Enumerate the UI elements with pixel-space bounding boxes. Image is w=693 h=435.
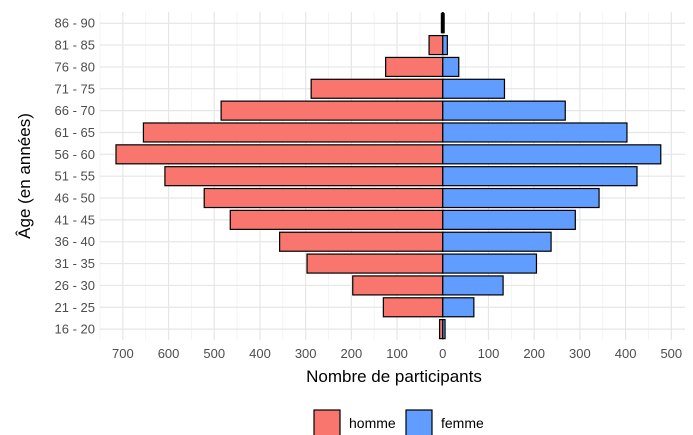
bar-homme-31-35 — [306, 253, 444, 274]
x-tick-label: 300 — [295, 346, 317, 361]
x-tick-label: 200 — [523, 346, 545, 361]
legend: homme femme — [313, 409, 484, 435]
x-tick-label: 0 — [439, 346, 446, 361]
y-tick-label: 21 - 25 — [55, 300, 95, 315]
y-axis-title: Âge (en années) — [15, 113, 34, 239]
y-tick-label: 26 - 30 — [55, 278, 95, 293]
y-tick-label: 36 - 40 — [55, 234, 95, 249]
x-axis-title: Nombre de participants — [306, 367, 482, 386]
x-tick-labels: 700 600 500 400 300 200 100 0 100 200 300 400 500 — [112, 346, 682, 361]
y-tick-label: 46 - 50 — [55, 191, 95, 206]
bar-femme-51-55 — [442, 166, 638, 187]
bar-femme-31-35 — [442, 253, 538, 274]
x-tick-label: 400 — [249, 346, 271, 361]
bar-homme-56-60 — [115, 144, 444, 165]
bar-femme-16-20 — [442, 319, 446, 340]
x-tick-label: 600 — [158, 346, 180, 361]
bar-femme-36-40 — [442, 231, 552, 252]
bar-homme-61-65 — [142, 122, 444, 143]
bar-homme-46-50 — [203, 187, 444, 209]
x-tick-label: 100 — [478, 346, 500, 361]
bars — [115, 13, 662, 340]
x-tick-label: 100 — [386, 346, 408, 361]
bar-homme-81-85 — [428, 34, 444, 56]
y-tick-label: 51 - 55 — [55, 169, 95, 184]
legend-key-femme — [405, 409, 433, 435]
y-tick-label: 61 - 65 — [55, 125, 95, 140]
bar-homme-51-55 — [164, 166, 444, 187]
bar-femme-21-25 — [442, 297, 475, 318]
y-tick-label: 41 - 45 — [55, 212, 95, 227]
bar-femme-61-65 — [442, 122, 628, 143]
x-tick-label: 300 — [569, 346, 591, 361]
y-tick-labels: 16 - 20 21 - 25 26 - 30 31 - 35 36 - 40 41 - … — [55, 16, 95, 337]
bar-homme-76-80 — [385, 56, 444, 78]
bar-homme-26-30 — [352, 275, 444, 296]
y-tick-label: 86 - 90 — [55, 16, 95, 31]
bar-homme-71-75 — [310, 78, 444, 99]
y-tick-label: 71 - 75 — [55, 81, 95, 96]
bar-homme-66-70 — [220, 100, 444, 121]
x-tick-label: 200 — [341, 346, 363, 361]
y-tick-label: 76 - 80 — [55, 59, 95, 74]
y-tick-label: 31 - 35 — [55, 256, 95, 271]
y-tick-label: 56 - 60 — [55, 147, 95, 162]
x-tick-label: 700 — [112, 346, 134, 361]
bar-homme-36-40 — [279, 231, 444, 252]
bar-femme-81-85 — [442, 34, 448, 56]
y-tick-label: 16 - 20 — [55, 322, 95, 337]
bar-femme-71-75 — [442, 78, 506, 99]
bar-homme-41-45 — [229, 209, 444, 230]
y-tick-label: 81 - 85 — [55, 38, 95, 53]
x-tick-label: 500 — [203, 346, 225, 361]
bar-femme-26-30 — [442, 275, 504, 296]
bar-femme-56-60 — [442, 144, 662, 165]
legend-key-homme — [313, 409, 341, 435]
y-tick-label: 66 - 70 — [55, 103, 95, 118]
bar-femme-41-45 — [442, 209, 576, 230]
bar-homme-21-25 — [382, 297, 444, 318]
x-tick-label: 400 — [615, 346, 637, 361]
bar-femme-76-80 — [442, 56, 460, 78]
x-tick-label: 500 — [660, 346, 682, 361]
bar-femme-66-70 — [442, 100, 566, 121]
legend-label-femme: femme — [441, 415, 484, 431]
legend-label-homme: homme — [349, 415, 396, 431]
bar-femme-46-50 — [442, 187, 600, 209]
